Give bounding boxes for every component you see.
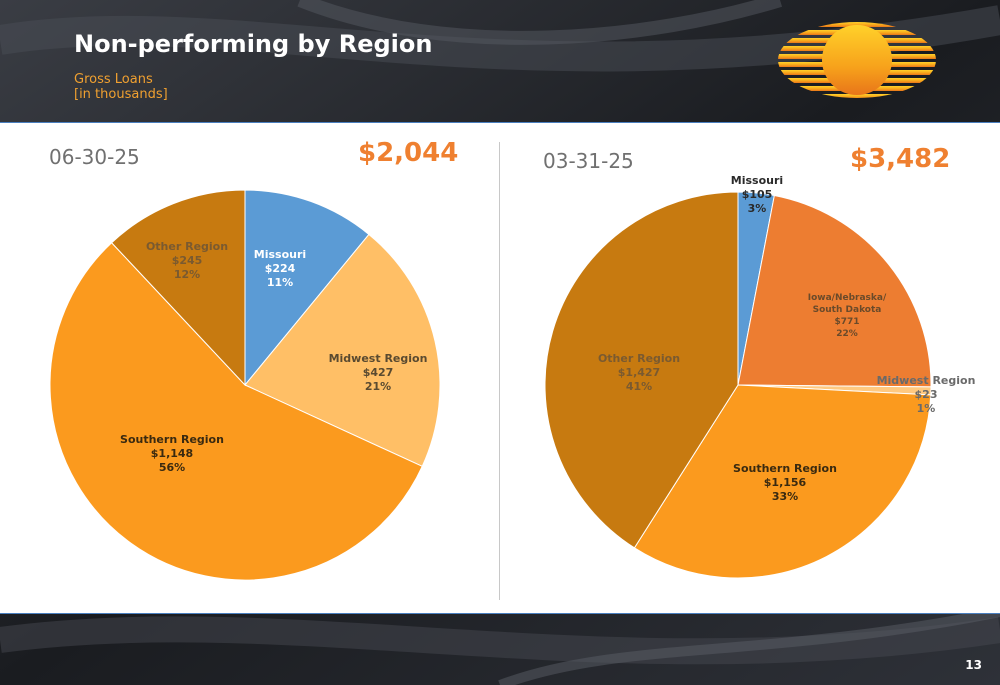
pie-1-label-1: Iowa/Nebraska/South Dakota $771 22% bbox=[808, 293, 887, 339]
pie-0-label-2: Southern Region $1,148 56% bbox=[120, 433, 224, 474]
pie-1-label-2: Midwest Region $23 1% bbox=[877, 374, 976, 415]
right-chart-date: 03-31-25 bbox=[543, 149, 634, 173]
right-chart-total: $3,482 bbox=[850, 144, 951, 174]
subtitle-line-2: [in thousands] bbox=[74, 87, 168, 102]
left-chart-date: 06-30-25 bbox=[49, 145, 140, 169]
pie-0-label-0: Missouri $224 11% bbox=[254, 248, 306, 289]
pie-1-slice-1 bbox=[737, 194, 932, 388]
pie-1-slice-3 bbox=[633, 384, 932, 579]
pie-0-slice-3 bbox=[110, 189, 246, 387]
pie-0-label-1: Midwest Region $427 21% bbox=[329, 352, 428, 393]
page-title: Non-performing by Region bbox=[74, 30, 433, 58]
chart-divider bbox=[499, 142, 500, 600]
page-subtitle: Gross Loans [in thousands] bbox=[74, 72, 168, 102]
pie-1-label-0: Missouri $105 3% bbox=[731, 174, 783, 215]
company-logo bbox=[778, 22, 936, 98]
pie-0-slice-1 bbox=[244, 233, 441, 468]
pie-0-slice-2 bbox=[49, 242, 423, 581]
pie-1-label-4: Other Region $1,427 41% bbox=[598, 352, 680, 393]
pie-1-label-3: Southern Region $1,156 33% bbox=[733, 462, 837, 503]
pie-1-slice-4 bbox=[544, 191, 739, 549]
pie-0-label-3: Other Region $245 12% bbox=[146, 240, 228, 281]
subtitle-line-1: Gross Loans bbox=[74, 72, 153, 87]
pie-0-slice-0 bbox=[244, 189, 370, 387]
left-chart-total: $2,044 bbox=[358, 138, 459, 168]
page-number: 13 bbox=[965, 658, 982, 672]
